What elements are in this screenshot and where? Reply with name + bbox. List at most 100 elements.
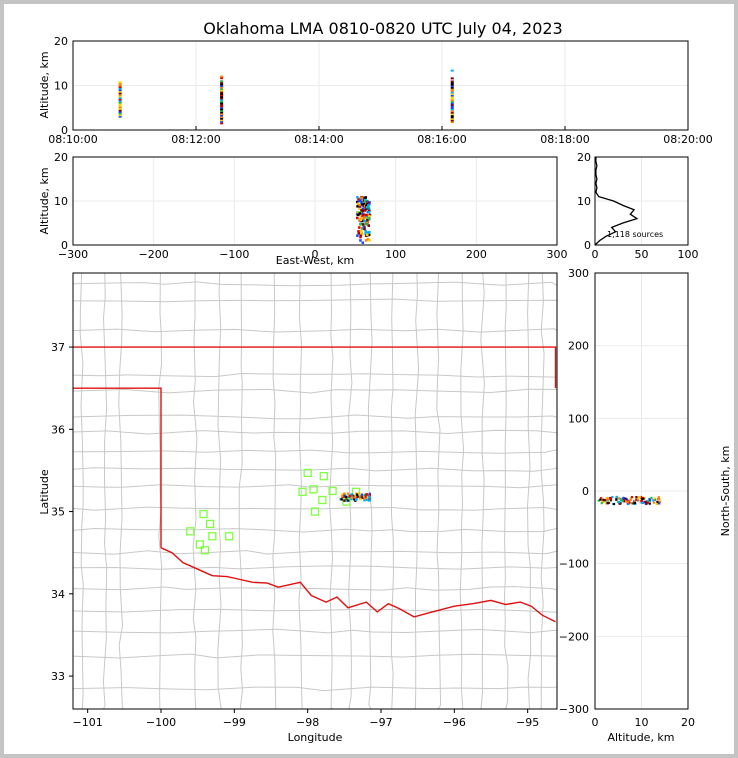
county-line [390,272,395,710]
county-line [72,686,558,692]
ns-source-point [612,502,616,506]
time-source-point [220,86,224,89]
ns-source-point [609,499,613,502]
lma-station-marker [298,487,307,496]
lma-station-marker [205,519,215,529]
county-line [72,484,558,489]
county-line [102,272,108,710]
ew-source-point [357,197,360,201]
lma-station-marker [225,532,234,541]
ns-source-point [602,500,605,504]
county-line [72,298,558,303]
alt-tick-label: 10 [54,80,68,93]
time-height-ylabel: Altitude, km [38,51,51,118]
plan-source-point [363,494,366,497]
ew-source-point [360,230,363,234]
plan-source-point [345,499,348,502]
time-source-point [220,116,224,119]
ns-alt-tick-label: 20 [681,716,695,729]
ns-source-point [615,495,618,499]
plan-source-point [353,496,356,499]
ns-source-point [658,502,661,505]
lma-station-marker [303,468,312,478]
time-source-point [118,107,122,110]
time-source-point [220,75,224,78]
ew-source-point [363,200,367,204]
ns-height-grid [594,272,689,710]
ew-source-point [361,214,364,218]
county-line [72,388,558,394]
time-source-point [220,92,224,95]
ew-source-point [360,229,363,232]
time-source-point [118,106,122,109]
ns-alt-tick-label: 10 [635,716,649,729]
county-line [118,272,124,710]
lma-station-marker [309,485,318,494]
time-source-point [220,122,224,125]
ew-source-point [360,232,364,235]
lon-tick-label: −99 [223,716,246,729]
time-source-point [220,112,224,115]
time-source-point [118,87,122,90]
ew-source-point [362,202,366,206]
time-source-point [450,97,454,100]
ns-source-point [636,496,640,500]
ew-source-point [359,199,362,202]
plan-source-point [349,496,352,499]
time-source-point [450,100,454,103]
ew-source-point [364,229,367,233]
time-source-point [220,84,224,87]
hist-alt-tick-label: 10 [577,195,591,208]
ew-source-point [356,234,359,237]
time-tick-label: 08:14:00 [294,133,343,146]
ns-height-frame [594,272,689,710]
ew-tick-label: 300 [547,248,568,261]
figure-title: Oklahoma LMA 0810-0820 UTC July 04, 2023 [203,19,562,38]
plan-source-point [365,498,368,501]
county-line [72,449,558,454]
ew-source-point [363,227,366,231]
ns-source-point [639,496,643,499]
ew-source-point [359,239,362,242]
time-source-point [220,108,224,111]
ns-source-point [656,500,659,503]
ew-source-point [365,231,369,234]
ew-tick-label: −300 [58,248,88,261]
ns-source-point [624,497,627,500]
ew-source-point [357,211,360,215]
ns-tick-label: 200 [568,340,589,353]
time-tick-label: 08:10:00 [48,133,97,146]
ew-source-point [363,220,367,223]
ew-height-xlabel: East-West, km [276,254,354,267]
ns-tick-label: 300 [568,267,589,280]
ns-height-sources [597,495,662,506]
ns-source-point [607,501,611,505]
time-source-point [450,69,454,72]
county-line [503,272,509,710]
ns-source-point [625,500,628,503]
ns-source-point [645,502,648,505]
ew-source-point [367,224,371,227]
time-source-point [118,82,122,85]
time-height-panel: 08:10:00 08:12:00 08:14:00 08:16:00 08:18:00… [38,35,713,146]
ew-source-point [364,222,368,226]
ew-source-point [358,207,361,210]
time-source-point [118,90,122,93]
ns-source-point [633,501,637,505]
ew-source-point [367,204,370,207]
county-line [72,467,558,472]
ns-source-point [635,498,638,501]
time-source-point [450,92,454,95]
lon-tick-label: −101 [73,716,103,729]
county-line [272,272,277,710]
lma-station-marker [318,495,327,505]
plan-source-point [363,497,366,501]
county-line [238,272,244,710]
county-line [72,550,558,555]
ew-source-point [359,214,363,217]
county-line [72,429,558,435]
plan-source-point [361,496,364,500]
ew-source-point [360,196,364,200]
plan-source-point [343,492,346,495]
ew-source-point [360,222,363,226]
